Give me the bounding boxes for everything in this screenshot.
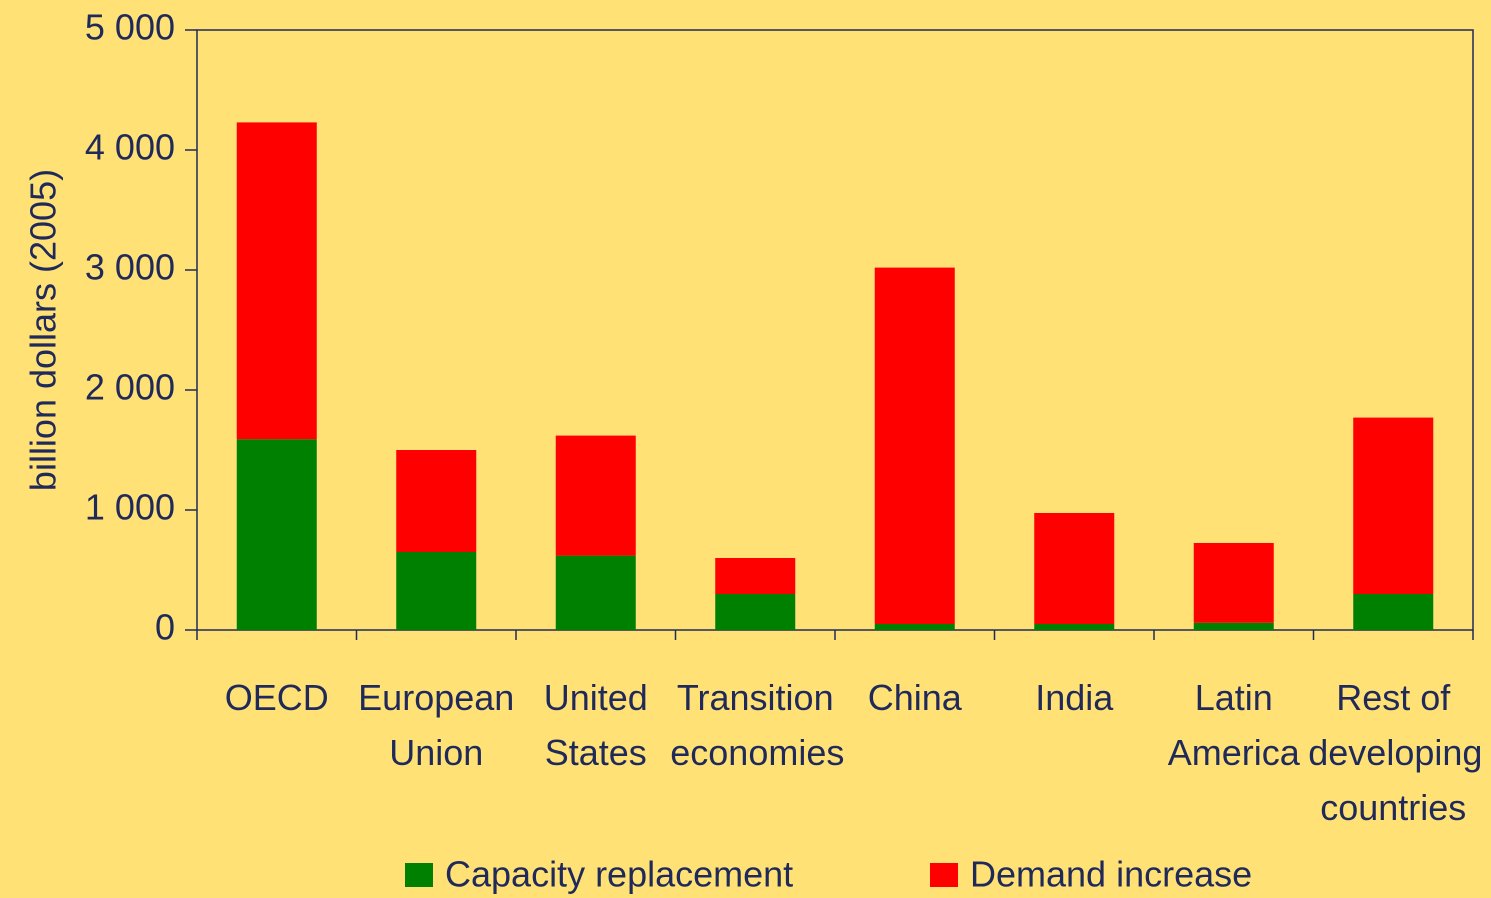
bar-segment bbox=[1034, 513, 1115, 624]
bar-segment bbox=[1353, 417, 1434, 594]
bar-segment bbox=[715, 558, 796, 594]
bar-segment bbox=[1034, 624, 1115, 630]
bar-segment bbox=[555, 555, 636, 630]
bar-segment bbox=[555, 435, 636, 556]
legend-swatch bbox=[405, 863, 433, 887]
y-axis-label: billion dollars (2005) bbox=[23, 169, 64, 491]
legend-label: Capacity replacement bbox=[445, 854, 793, 895]
x-tick-label: India bbox=[1035, 677, 1114, 718]
bar-segment bbox=[1193, 622, 1274, 630]
x-tick-label: China bbox=[867, 677, 962, 718]
bar-segment bbox=[396, 552, 477, 630]
bar-segment bbox=[236, 122, 317, 440]
x-tick-label: Transition economies bbox=[670, 677, 845, 773]
y-tick-label: 2 000 bbox=[85, 367, 175, 408]
x-tick-label: OECD bbox=[224, 677, 329, 718]
x-tick-label: Latin America bbox=[1167, 677, 1300, 773]
bar-segment bbox=[874, 267, 955, 624]
bar-segment bbox=[396, 450, 477, 552]
legend-label: Demand increase bbox=[970, 854, 1252, 895]
plot-frame bbox=[196, 29, 1474, 631]
y-tick-label: 0 bbox=[155, 607, 175, 648]
y-tick-label: 3 000 bbox=[85, 247, 175, 288]
y-tick-label: 4 000 bbox=[85, 127, 175, 168]
bar-segment bbox=[874, 624, 955, 630]
legend-swatch bbox=[930, 863, 958, 887]
bar-segment bbox=[1193, 543, 1274, 623]
bar-segment bbox=[236, 439, 317, 630]
y-tick-label: 1 000 bbox=[85, 487, 175, 528]
x-tick-label: United States bbox=[543, 677, 648, 773]
bar-segment bbox=[1353, 594, 1434, 630]
bar-segment bbox=[715, 594, 796, 630]
x-tick-label: European Union bbox=[358, 677, 515, 773]
y-tick-label: 5 000 bbox=[85, 7, 175, 48]
x-tick-label: Rest of developing countries bbox=[1308, 677, 1483, 828]
